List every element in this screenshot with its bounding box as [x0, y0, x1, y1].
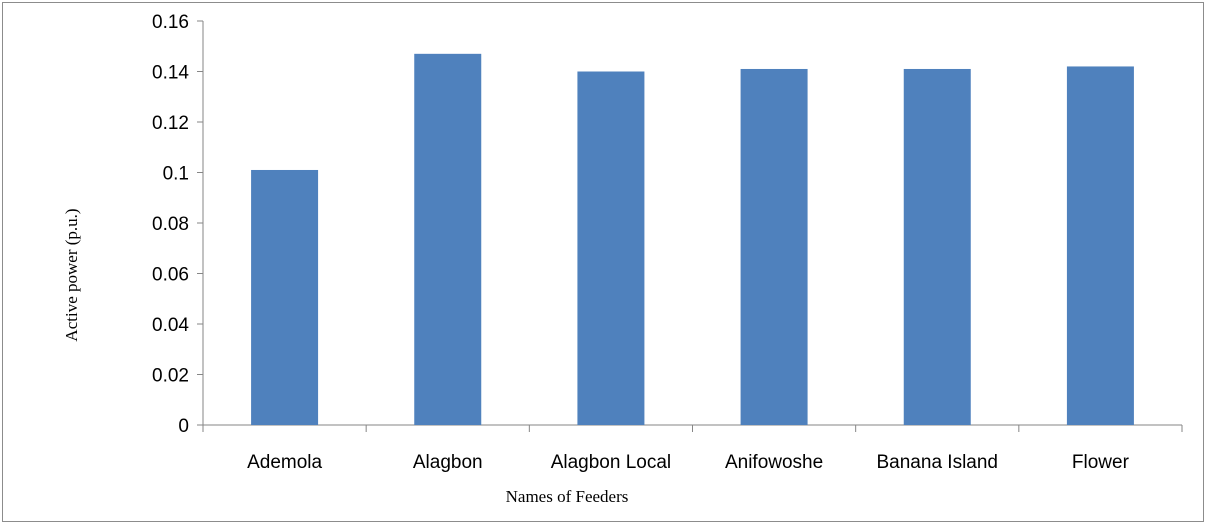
y-tick-label: 0.02	[152, 366, 189, 387]
bar-alagbon-local	[577, 71, 645, 425]
bar-flower	[1066, 66, 1134, 425]
y-tick-label: 0.04	[152, 315, 189, 336]
x-tick-label: Ademola	[247, 452, 322, 473]
y-tick-label: 0	[178, 416, 189, 437]
y-tick-label: 0.16	[152, 12, 189, 33]
bar-ademola	[251, 169, 319, 425]
x-axis: Ademola Alagbon Alagbon Local Anifowoshe Ban…	[202, 424, 1183, 473]
bars	[251, 53, 1134, 425]
bar-alagbon	[414, 53, 482, 425]
bar-banana-island	[903, 68, 971, 425]
x-tick-label: Alagbon Local	[551, 452, 671, 473]
y-tick-label: 0.06	[152, 265, 189, 286]
y-tick-label: 0.08	[152, 214, 189, 235]
x-tick-label: Anifowoshe	[725, 452, 823, 473]
y-tick-label: 0.14	[152, 63, 189, 84]
y-tick-label: 0.12	[152, 113, 189, 134]
bar-anifowoshe	[740, 68, 808, 425]
x-tick-label: Flower	[1072, 452, 1130, 473]
y-tick-label: 0.1	[163, 164, 189, 185]
x-tick-label: Alagbon	[413, 452, 483, 473]
y-axis: 0 0.02 0.04 0.06 0.08 0.1 0.12 0.14 0.16	[152, 12, 204, 437]
y-axis-title: Active power (p.u.)	[62, 208, 81, 341]
x-axis-title: Names of Feeders	[506, 487, 629, 506]
x-tick-label: Banana Island	[877, 452, 999, 473]
